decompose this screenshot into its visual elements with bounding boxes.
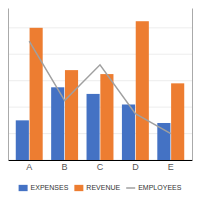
x-tick: C xyxy=(97,160,104,172)
x-tick-label: E xyxy=(168,162,174,172)
x-axis: A B C D E xyxy=(9,160,193,172)
legend-label: EXPENSES xyxy=(31,184,69,191)
legend-item: EXPENSES xyxy=(19,184,69,191)
x-tick: A xyxy=(26,160,32,172)
legend-item: REVENUE xyxy=(74,184,120,191)
legend-item: EMPLOYEES xyxy=(126,184,182,191)
x-tick-label: B xyxy=(62,162,68,172)
x-tick: B xyxy=(62,160,68,172)
bar xyxy=(171,83,184,160)
chart: A B C D E EXPENSES REVENUE EMPLOYEES xyxy=(0,0,200,200)
grid xyxy=(8,28,192,160)
bar xyxy=(16,120,29,160)
bar xyxy=(157,123,170,160)
legend-label: EMPLOYEES xyxy=(138,184,182,191)
x-tick: E xyxy=(168,160,174,172)
x-tick-label: A xyxy=(26,162,32,172)
legend-swatch xyxy=(74,185,83,191)
legend-label: REVENUE xyxy=(86,184,120,191)
marks xyxy=(16,21,184,160)
line xyxy=(29,41,171,134)
x-axis-line xyxy=(9,160,193,161)
y-axis xyxy=(8,9,10,161)
legend-swatch xyxy=(126,187,135,189)
bar xyxy=(100,74,113,160)
bar xyxy=(136,21,149,160)
x-tick: D xyxy=(132,160,139,172)
bar xyxy=(122,104,135,160)
x-tick-label: D xyxy=(132,162,139,172)
legend-swatch xyxy=(19,185,28,191)
bar xyxy=(30,28,43,160)
x-tick-label: C xyxy=(97,162,104,172)
bar xyxy=(51,87,64,160)
bar xyxy=(65,70,78,160)
legend: EXPENSES REVENUE EMPLOYEES xyxy=(19,184,182,191)
y2-axis-line xyxy=(192,9,193,161)
bar xyxy=(87,94,100,160)
y2-axis xyxy=(192,9,193,161)
y-axis-line xyxy=(8,9,9,161)
